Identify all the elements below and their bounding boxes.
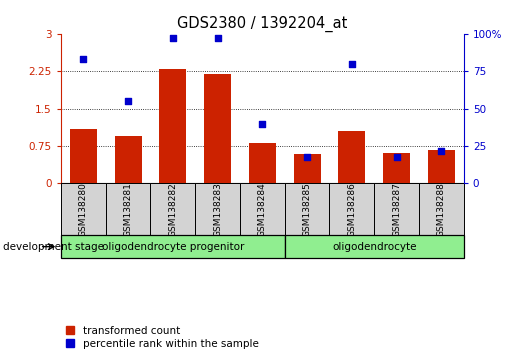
Text: oligodendrocyte progenitor: oligodendrocyte progenitor — [102, 242, 244, 252]
Bar — [339, 131, 365, 183]
Legend: transformed count, percentile rank within the sample: transformed count, percentile rank withi… — [66, 326, 259, 349]
Bar — [374, 183, 419, 235]
Point — [348, 61, 356, 67]
Text: GSM138288: GSM138288 — [437, 182, 446, 236]
Bar — [428, 149, 455, 183]
Bar — [330, 183, 374, 235]
Bar — [240, 183, 285, 235]
Text: GSM138283: GSM138283 — [213, 182, 222, 236]
Bar — [70, 129, 97, 183]
Text: development stage: development stage — [3, 242, 104, 252]
Bar — [285, 235, 464, 258]
Text: GSM138281: GSM138281 — [123, 182, 132, 236]
Bar — [285, 183, 330, 235]
Bar — [160, 69, 186, 183]
Bar — [249, 143, 276, 183]
Text: GSM138285: GSM138285 — [303, 182, 312, 236]
Bar — [294, 154, 321, 183]
Point — [169, 35, 177, 41]
Point — [79, 56, 87, 62]
Bar — [61, 235, 285, 258]
Text: GSM138287: GSM138287 — [392, 182, 401, 236]
Text: GSM138282: GSM138282 — [169, 182, 178, 236]
Point — [258, 121, 267, 126]
Bar — [419, 183, 464, 235]
Text: GSM138284: GSM138284 — [258, 182, 267, 236]
Text: oligodendrocyte: oligodendrocyte — [332, 242, 417, 252]
Bar — [383, 153, 410, 183]
Point — [303, 154, 311, 159]
Bar — [114, 136, 142, 183]
Point — [214, 35, 222, 41]
Title: GDS2380 / 1392204_at: GDS2380 / 1392204_at — [177, 16, 348, 32]
Bar — [204, 74, 231, 183]
Point — [392, 154, 401, 159]
Bar — [61, 183, 105, 235]
Text: GSM138286: GSM138286 — [347, 182, 356, 236]
Bar — [195, 183, 240, 235]
Text: GSM138280: GSM138280 — [79, 182, 88, 236]
Point — [437, 148, 446, 153]
Bar — [151, 183, 195, 235]
Bar — [105, 183, 151, 235]
Point — [124, 98, 132, 104]
